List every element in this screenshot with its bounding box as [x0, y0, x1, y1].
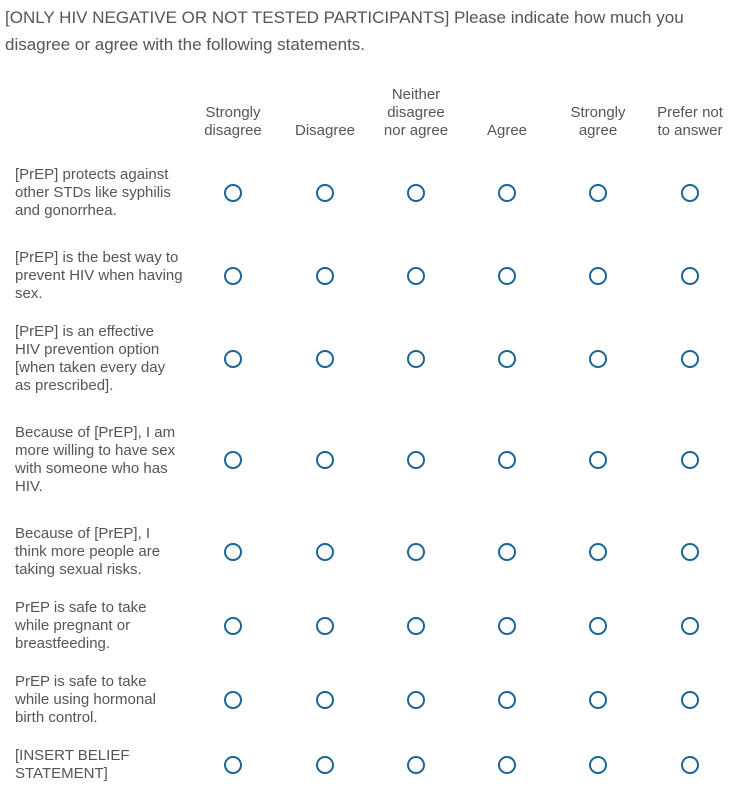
- radio-button[interactable]: [224, 617, 242, 635]
- statement-label: PrEP is safe to take while using hormona…: [15, 673, 156, 726]
- radio-button[interactable]: [407, 267, 425, 285]
- radio-button[interactable]: [316, 691, 334, 709]
- radio-button[interactable]: [407, 691, 425, 709]
- statement-label: [PrEP] is an effective HIV prevention op…: [15, 323, 166, 394]
- radio-button[interactable]: [407, 756, 425, 774]
- radio-button[interactable]: [498, 617, 516, 635]
- statement-label: Because of [PrEP], I am more willing to …: [15, 424, 176, 495]
- radio-button[interactable]: [681, 543, 699, 561]
- radio-button[interactable]: [498, 543, 516, 561]
- radio-button[interactable]: [589, 756, 607, 774]
- radio-button[interactable]: [681, 267, 699, 285]
- radio-button[interactable]: [681, 184, 699, 202]
- statement-label: PrEP is safe to take while pregnant or b…: [15, 599, 147, 652]
- radio-button[interactable]: [589, 267, 607, 285]
- radio-button[interactable]: [316, 756, 334, 774]
- radio-button[interactable]: [589, 184, 607, 202]
- radio-button[interactable]: [224, 543, 242, 561]
- column-header: Strongly agree: [570, 104, 626, 139]
- radio-button[interactable]: [589, 617, 607, 635]
- column-header: Agree: [486, 122, 528, 139]
- radio-button[interactable]: [681, 350, 699, 368]
- radio-button[interactable]: [589, 350, 607, 368]
- radio-button[interactable]: [224, 350, 242, 368]
- radio-button[interactable]: [316, 451, 334, 469]
- question-text: [ONLY HIV NEGATIVE OR NOT TESTED PARTICI…: [5, 8, 684, 54]
- radio-button[interactable]: [316, 543, 334, 561]
- statement-label: [PrEP] protects against other STDs like …: [15, 166, 171, 219]
- radio-button[interactable]: [316, 617, 334, 635]
- radio-button[interactable]: [681, 451, 699, 469]
- radio-button[interactable]: [681, 691, 699, 709]
- radio-button[interactable]: [681, 756, 699, 774]
- radio-button[interactable]: [224, 451, 242, 469]
- radio-button[interactable]: [224, 184, 242, 202]
- radio-button[interactable]: [498, 691, 516, 709]
- radio-button[interactable]: [498, 267, 516, 285]
- radio-button[interactable]: [407, 451, 425, 469]
- radio-button[interactable]: [589, 451, 607, 469]
- radio-button[interactable]: [224, 267, 242, 285]
- statement-label: [INSERT BELIEF STATEMENT]: [15, 747, 130, 782]
- radio-button[interactable]: [407, 617, 425, 635]
- radio-button[interactable]: [589, 543, 607, 561]
- column-header: Neither disagree nor agree: [383, 86, 449, 139]
- radio-button[interactable]: [498, 184, 516, 202]
- radio-button[interactable]: [407, 184, 425, 202]
- radio-button[interactable]: [316, 184, 334, 202]
- radio-button[interactable]: [224, 756, 242, 774]
- radio-button[interactable]: [316, 350, 334, 368]
- column-header: Disagree: [294, 122, 356, 139]
- radio-button[interactable]: [589, 691, 607, 709]
- column-header: Prefer not to answer: [657, 104, 723, 139]
- radio-button[interactable]: [498, 451, 516, 469]
- column-header: Strongly disagree: [204, 104, 262, 139]
- radio-button[interactable]: [498, 756, 516, 774]
- statement-label: [PrEP] is the best way to prevent HIV wh…: [15, 249, 183, 302]
- radio-button[interactable]: [681, 617, 699, 635]
- radio-button[interactable]: [407, 543, 425, 561]
- radio-button[interactable]: [498, 350, 516, 368]
- radio-button[interactable]: [224, 691, 242, 709]
- radio-button[interactable]: [407, 350, 425, 368]
- statement-label: Because of [PrEP], I think more people a…: [15, 525, 161, 578]
- radio-button[interactable]: [316, 267, 334, 285]
